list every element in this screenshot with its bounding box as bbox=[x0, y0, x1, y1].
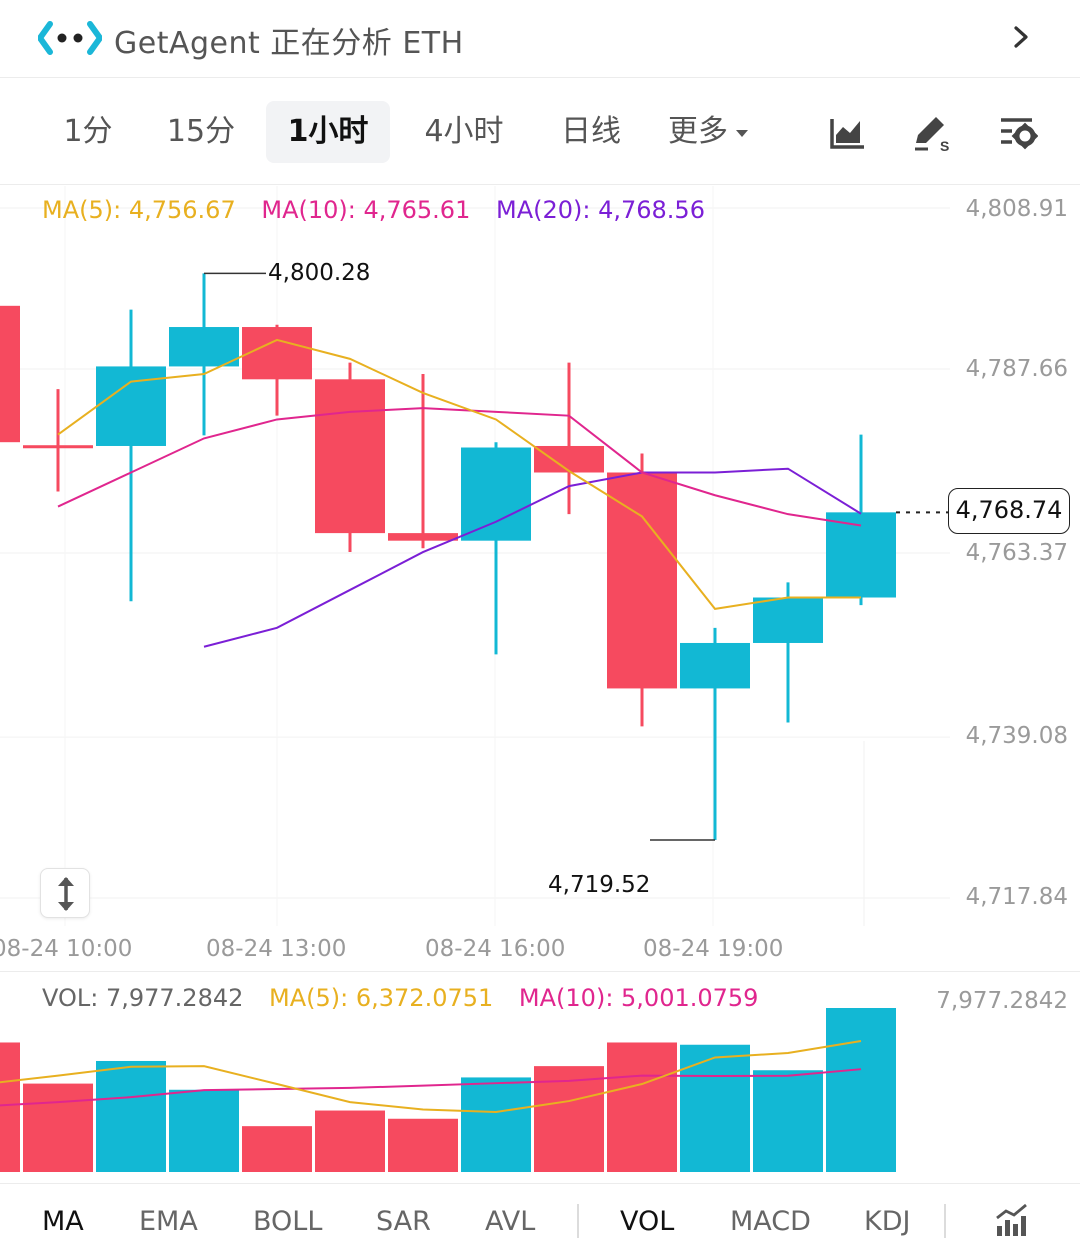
caret-down-icon bbox=[736, 129, 748, 137]
volume-bar bbox=[242, 1126, 312, 1172]
tab-1m[interactable]: 1分 bbox=[63, 114, 113, 149]
candle-body bbox=[242, 327, 312, 380]
indicator-divider bbox=[944, 1204, 946, 1238]
tab-1d[interactable]: 日线 bbox=[561, 114, 621, 149]
volume-bar bbox=[169, 1089, 239, 1172]
ma10-value: MA(10): 4,765.61 bbox=[261, 196, 471, 224]
time-tick: 08-24 19:00 bbox=[643, 936, 784, 962]
indicator-macd[interactable]: MACD bbox=[730, 1206, 811, 1237]
vol-ma10-value: MA(10): 5,001.0759 bbox=[518, 984, 759, 1012]
indicator-bar: MA EMA BOLL SAR AVL VOL MACD KDJ bbox=[0, 1183, 1080, 1252]
last-price-tag: 4,768.74 bbox=[948, 488, 1070, 534]
chevron-right-icon[interactable] bbox=[1008, 22, 1034, 52]
ma20-line bbox=[203, 467, 862, 648]
draw-tool-icon[interactable]: S bbox=[912, 113, 952, 153]
ma5-value: MA(5): 4,756.67 bbox=[42, 196, 236, 224]
getagent-logo-icon bbox=[38, 21, 102, 55]
ma10-line bbox=[57, 407, 862, 527]
svg-text:S: S bbox=[940, 138, 949, 153]
indicator-boll[interactable]: BOLL bbox=[253, 1206, 323, 1237]
vertical-resize-icon bbox=[58, 877, 74, 911]
volume-ma5-line bbox=[0, 1040, 862, 1113]
volume-bar bbox=[753, 1070, 823, 1172]
price-chart[interactable]: MA(5): 4,756.67 MA(10): 4,765.61 MA(20):… bbox=[0, 186, 1080, 962]
volume-bar bbox=[826, 1008, 896, 1172]
price-tick: 4,739.08 bbox=[965, 723, 1068, 749]
price-tick: 4,787.66 bbox=[965, 356, 1068, 382]
high-price-label: 4,800.28 bbox=[268, 260, 371, 286]
candle-body bbox=[23, 445, 93, 449]
time-tick: 08-24 10:00 bbox=[0, 936, 133, 962]
price-tick: 4,717.84 bbox=[965, 884, 1068, 910]
tab-1h[interactable]: 1小时 bbox=[266, 101, 390, 163]
candle-body bbox=[680, 642, 750, 689]
tab-4h[interactable]: 4小时 bbox=[424, 114, 504, 149]
indicator-ma[interactable]: MA bbox=[42, 1206, 84, 1237]
volume-bar bbox=[607, 1042, 677, 1172]
tab-15m[interactable]: 15分 bbox=[166, 114, 236, 149]
time-tick: 08-24 13:00 bbox=[206, 936, 347, 962]
indicator-avl[interactable]: AVL bbox=[485, 1206, 536, 1237]
volume-bar bbox=[461, 1077, 531, 1172]
low-price-label: 4,719.52 bbox=[548, 872, 651, 898]
chart-type-icon[interactable] bbox=[828, 113, 868, 153]
volume-bar bbox=[315, 1110, 385, 1172]
candle-body bbox=[753, 597, 823, 643]
vol-ma5-value: MA(5): 6,372.0751 bbox=[269, 984, 494, 1012]
vol-value: VOL: 7,977.2842 bbox=[42, 984, 244, 1012]
indicator-vol[interactable]: VOL bbox=[620, 1206, 675, 1237]
candle-body bbox=[169, 327, 239, 367]
price-tick: 4,763.37 bbox=[965, 540, 1068, 566]
volume-bar bbox=[534, 1066, 604, 1172]
timeframe-toolbar: 1分 15分 1小时 4小时 日线 更多 S bbox=[0, 79, 1080, 185]
indicator-ema[interactable]: EMA bbox=[139, 1206, 198, 1237]
volume-bar bbox=[23, 1083, 93, 1172]
volume-bar bbox=[680, 1044, 750, 1172]
more-timeframes-button[interactable]: 更多 bbox=[668, 101, 768, 163]
candle-body bbox=[315, 379, 385, 534]
app-title: GetAgent 正在分析 ETH bbox=[114, 26, 464, 61]
candle-body bbox=[388, 533, 458, 541]
candle-body bbox=[607, 472, 677, 689]
indicator-divider bbox=[577, 1204, 579, 1238]
volume-chart[interactable]: VOL: 7,977.2842 MA(5): 6,372.0751 MA(10)… bbox=[0, 971, 1080, 1183]
more-label: 更多 bbox=[668, 114, 728, 149]
price-tick: 4,808.91 bbox=[965, 196, 1068, 222]
candle-body bbox=[461, 447, 531, 541]
indicator-kdj[interactable]: KDJ bbox=[864, 1206, 911, 1237]
candle-body bbox=[0, 305, 20, 443]
ma-legend: MA(5): 4,756.67 MA(10): 4,765.61 MA(20):… bbox=[42, 196, 723, 224]
candle-body bbox=[826, 512, 896, 598]
volume-bar bbox=[388, 1118, 458, 1172]
ma20-value: MA(20): 4,768.56 bbox=[495, 196, 705, 224]
vertical-scale-button[interactable] bbox=[40, 868, 90, 918]
indicator-settings-icon[interactable] bbox=[994, 1202, 1030, 1238]
time-tick: 08-24 16:00 bbox=[425, 936, 566, 962]
indicator-sar[interactable]: SAR bbox=[376, 1206, 431, 1237]
chart-settings-icon[interactable] bbox=[998, 113, 1038, 153]
volume-bars bbox=[0, 1008, 896, 1172]
volume-legend: VOL: 7,977.2842 MA(5): 6,372.0751 MA(10)… bbox=[42, 984, 776, 1012]
app-header: GetAgent 正在分析 ETH bbox=[0, 0, 1080, 78]
volume-ma10-line bbox=[0, 1068, 862, 1107]
ma5-line bbox=[57, 338, 861, 610]
candle-body bbox=[534, 445, 604, 473]
volume-max-label: 7,977.2842 bbox=[936, 988, 1068, 1014]
volume-bar bbox=[0, 1042, 20, 1172]
candlestick-chart[interactable] bbox=[0, 186, 1080, 926]
volume-bar bbox=[96, 1060, 166, 1172]
